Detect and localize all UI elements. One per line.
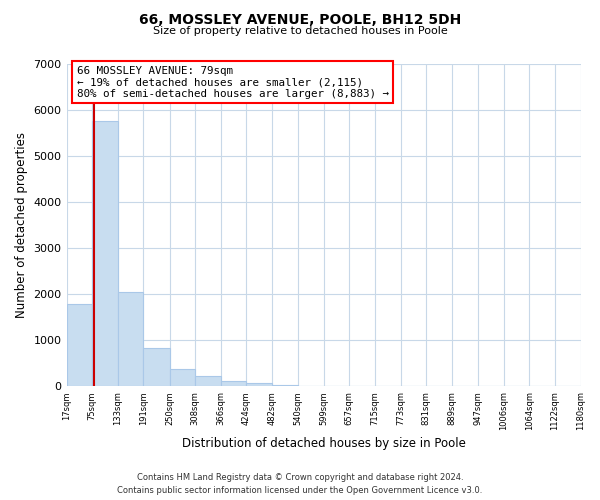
- Bar: [67, 304, 92, 386]
- Text: Size of property relative to detached houses in Poole: Size of property relative to detached ho…: [152, 26, 448, 36]
- Text: Contains public sector information licensed under the Open Government Licence v3: Contains public sector information licen…: [118, 486, 482, 495]
- Text: Contains HM Land Registry data © Crown copyright and database right 2024.: Contains HM Land Registry data © Crown c…: [137, 474, 463, 482]
- Bar: [170, 369, 195, 386]
- X-axis label: Distribution of detached houses by size in Poole: Distribution of detached houses by size …: [182, 437, 466, 450]
- Text: 66, MOSSLEY AVENUE, POOLE, BH12 5DH: 66, MOSSLEY AVENUE, POOLE, BH12 5DH: [139, 12, 461, 26]
- Bar: [221, 381, 247, 386]
- Bar: [195, 376, 221, 386]
- Text: 66 MOSSLEY AVENUE: 79sqm
← 19% of detached houses are smaller (2,115)
80% of sem: 66 MOSSLEY AVENUE: 79sqm ← 19% of detach…: [77, 66, 389, 99]
- Bar: [143, 348, 170, 386]
- Bar: [92, 121, 118, 386]
- Y-axis label: Number of detached properties: Number of detached properties: [15, 132, 28, 318]
- Bar: [272, 384, 298, 386]
- Bar: [247, 383, 272, 386]
- Bar: [118, 292, 143, 386]
